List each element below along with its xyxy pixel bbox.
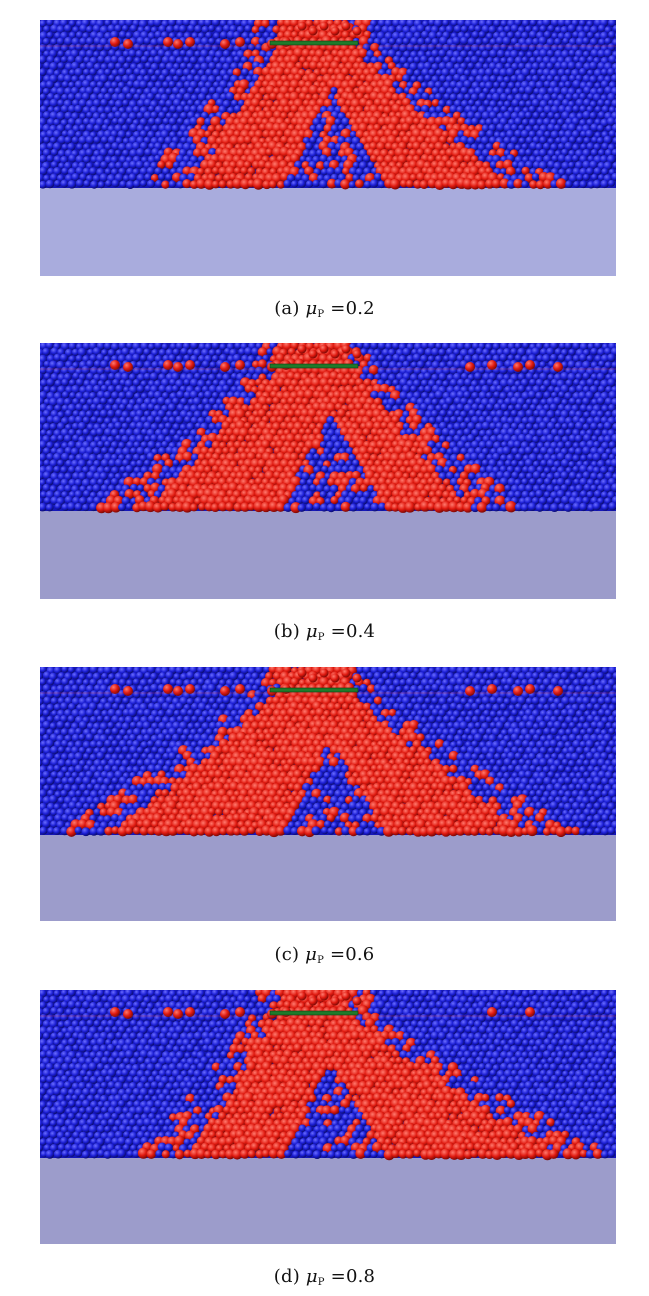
particles (40, 343, 616, 514)
caption-a-subscript: P (317, 309, 325, 320)
footing-plate (269, 1010, 359, 1016)
caption-d-equals: = (330, 1266, 346, 1287)
caption-d: (d) μP =0.8 (0, 1266, 649, 1288)
granular-bed-b (40, 343, 616, 599)
caption-d-subscript: P (317, 1277, 325, 1288)
caption-d-symbol: μ (305, 1266, 318, 1287)
caption-b: (b) μP =0.4 (0, 621, 649, 643)
footing-plate (269, 363, 359, 369)
rigid-base (40, 511, 616, 599)
caption-c-label: (c) (274, 944, 300, 965)
caption-a-value: 0.2 (345, 298, 375, 319)
rigid-base (40, 188, 616, 276)
particles (40, 667, 616, 838)
caption-a: (a) μP =0.2 (0, 298, 649, 320)
footing-plate (269, 687, 359, 693)
caption-a-label: (a) (274, 298, 300, 319)
caption-c-symbol: μ (305, 944, 318, 965)
granular-bed-d (40, 990, 616, 1244)
particles (40, 20, 616, 191)
granular-bed-a (40, 20, 616, 276)
caption-b-label: (b) (273, 621, 300, 642)
simulation-image-c (40, 667, 616, 921)
simulation-image-d (40, 990, 616, 1244)
rigid-base (40, 1158, 616, 1244)
simulation-image-a (40, 20, 616, 276)
caption-b-equals: = (330, 621, 346, 642)
caption-c-equals: = (329, 944, 346, 965)
caption-c: (c) μP =0.6 (0, 944, 649, 966)
particles (40, 990, 616, 1161)
caption-c-subscript: P (317, 955, 325, 966)
caption-d-label: (d) (273, 1266, 300, 1287)
caption-a-symbol: μ (305, 298, 318, 319)
caption-a-equals: = (330, 298, 346, 319)
rigid-base (40, 835, 616, 921)
caption-d-value: 0.8 (345, 1266, 376, 1287)
caption-c-value: 0.6 (345, 944, 375, 965)
caption-b-value: 0.4 (345, 621, 376, 642)
caption-b-subscript: P (317, 632, 325, 643)
footing-plate (269, 40, 359, 46)
simulation-image-b (40, 343, 616, 599)
caption-b-symbol: μ (305, 621, 318, 642)
granular-bed-c (40, 667, 616, 921)
